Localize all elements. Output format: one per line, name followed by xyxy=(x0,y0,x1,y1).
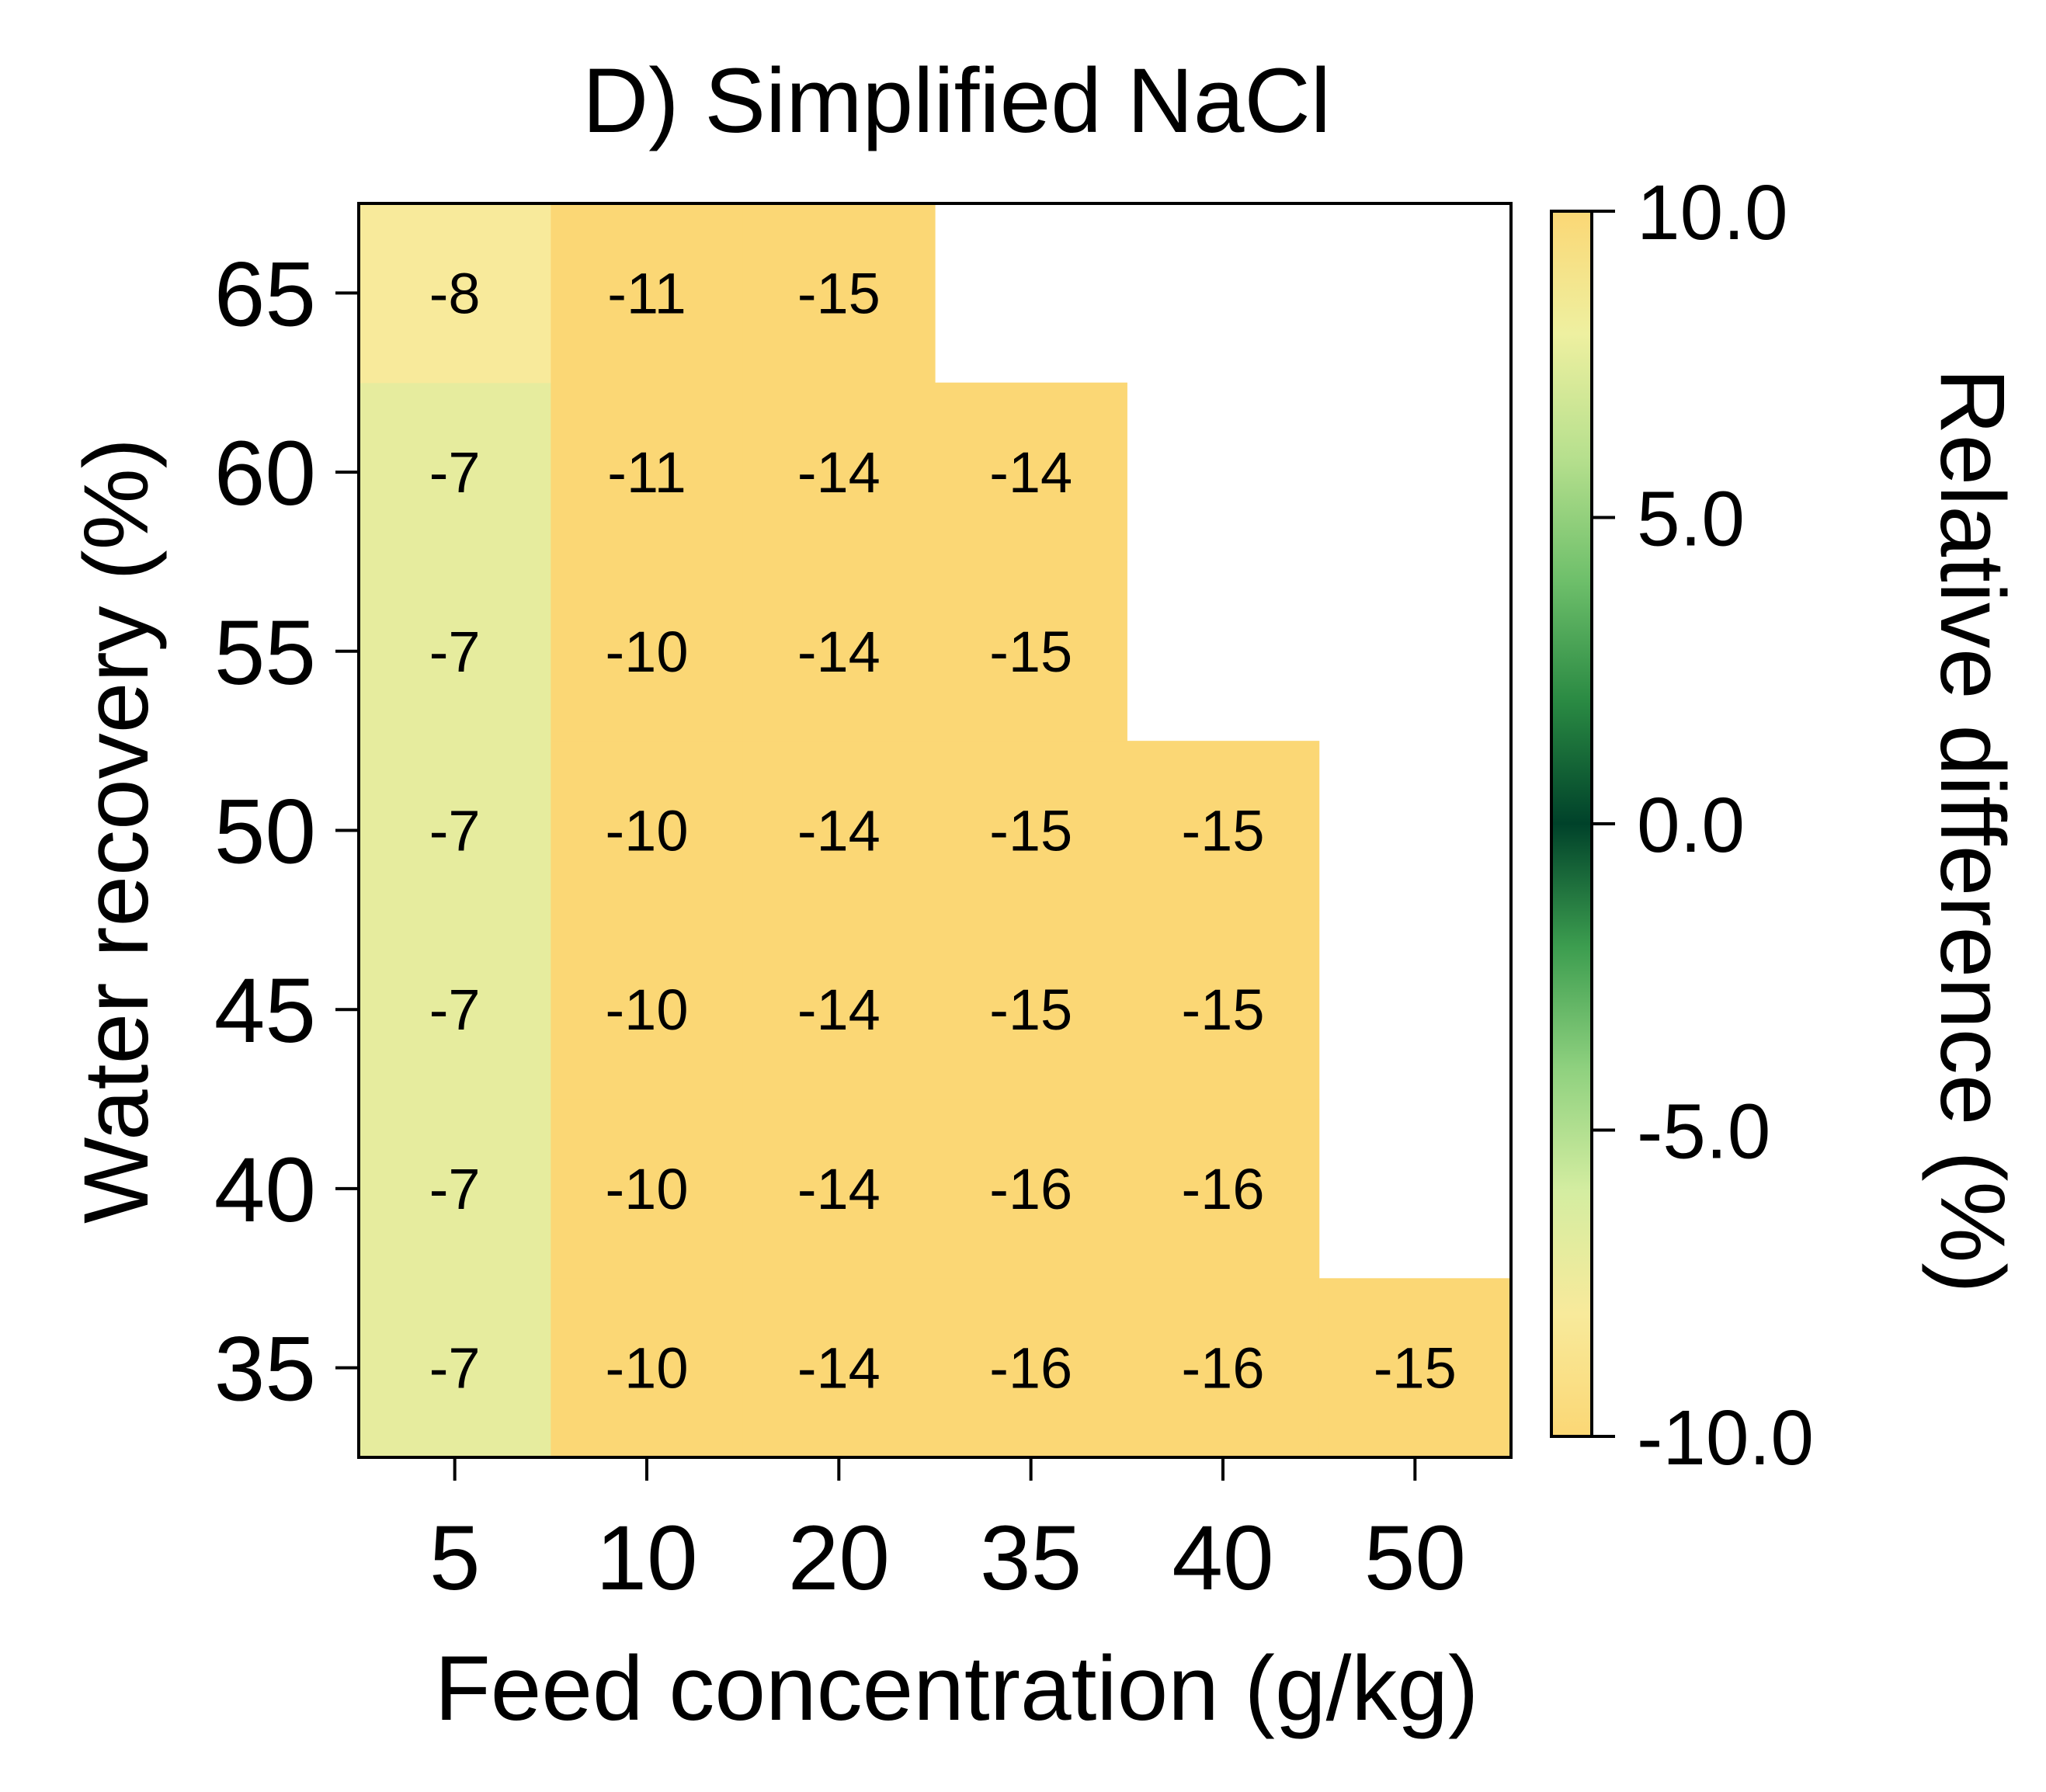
heatmap-cell xyxy=(551,203,744,384)
cell-value-label: -14 xyxy=(797,978,881,1042)
cell-value-label: -16 xyxy=(1182,1157,1265,1221)
cell-value-label: -16 xyxy=(1182,1336,1265,1401)
y-tick-label: 45 xyxy=(214,960,316,1062)
cell-value-label: -14 xyxy=(797,620,881,684)
cell-value-label: -16 xyxy=(989,1336,1072,1401)
heatmap-cell xyxy=(742,382,936,563)
cell-value-label: -15 xyxy=(989,799,1072,863)
x-tick-label: 35 xyxy=(980,1507,1082,1610)
cell-value-label: -7 xyxy=(429,1336,481,1401)
cell-value-label: -14 xyxy=(797,440,881,505)
cell-value-label: -7 xyxy=(429,1157,481,1221)
cell-value-label: -10 xyxy=(606,799,689,863)
heatmap-cell xyxy=(359,203,551,384)
y-tick-label: 50 xyxy=(214,781,316,884)
cell-value-label: -10 xyxy=(606,978,689,1042)
cell-value-label: -15 xyxy=(989,978,1072,1042)
heatmap-cell xyxy=(742,919,936,1100)
heatmap-cell-labels: -7 -10 -14 -16 -16 -15 -7 -10 -14 -16 -16 -7 -10 -14 -… xyxy=(429,261,1457,1400)
y-tick-label: 35 xyxy=(214,1318,316,1421)
cell-value-label: -8 xyxy=(429,261,481,325)
cell-value-label: -15 xyxy=(1182,978,1265,1042)
cell-value-label: -15 xyxy=(797,261,881,325)
heatmap-cell xyxy=(1127,1278,1320,1458)
heatmap-cell xyxy=(1127,741,1320,921)
heatmap-cell xyxy=(359,1099,551,1279)
cell-value-label: -16 xyxy=(989,1157,1072,1221)
y-tick-label: 55 xyxy=(214,602,316,704)
x-tick-label: 20 xyxy=(788,1507,890,1610)
heatmap-cell xyxy=(359,741,551,921)
heatmap-cell xyxy=(551,1278,744,1458)
heatmap-cell xyxy=(742,1278,936,1458)
x-axis-ticks: 5 10 20 35 40 50 xyxy=(429,1457,1466,1610)
heatmap-cell xyxy=(1127,919,1320,1100)
cell-value-label: -10 xyxy=(606,620,689,684)
heatmap-cell xyxy=(935,919,1127,1100)
heatmap-cell xyxy=(551,919,744,1100)
y-tick-label: 60 xyxy=(214,422,316,525)
colorbar-ticks: -10.0 -5.0 0.0 5.0 10.0 xyxy=(1592,169,1814,1481)
colorbar-tick-label: -10.0 xyxy=(1637,1394,1814,1481)
colorbar-tick-label: 5.0 xyxy=(1637,476,1745,563)
colorbar-tick-label: -5.0 xyxy=(1637,1089,1770,1176)
heatmap-cells xyxy=(359,203,1512,1458)
cell-value-label: -14 xyxy=(989,440,1072,505)
heatmap-cell xyxy=(935,1278,1127,1458)
heatmap-cell xyxy=(551,1099,744,1279)
x-tick-label: 5 xyxy=(429,1507,481,1610)
cell-value-label: -10 xyxy=(606,1336,689,1401)
heatmap-cell xyxy=(359,382,551,563)
heatmap-cell xyxy=(935,561,1127,741)
y-tick-label: 40 xyxy=(214,1139,316,1242)
heatmap-cell xyxy=(742,203,936,384)
heatmap-cell xyxy=(742,1099,936,1279)
chart-title: D) Simplified NaCl xyxy=(582,50,1331,152)
heatmap-cell xyxy=(551,741,744,921)
heatmap-cell xyxy=(359,919,551,1100)
y-axis-ticks: 35 40 45 50 55 60 65 xyxy=(214,243,359,1421)
heatmap-cell xyxy=(935,382,1127,563)
cell-value-label: -7 xyxy=(429,620,481,684)
cell-value-label: -7 xyxy=(429,440,481,505)
cell-value-label: -7 xyxy=(429,978,481,1042)
heatmap-cell xyxy=(359,561,551,741)
heatmap-cell xyxy=(1318,1278,1512,1458)
cell-value-label: -15 xyxy=(1374,1336,1457,1401)
heatmap-cell xyxy=(742,561,936,741)
heatmap-cell xyxy=(359,1278,551,1458)
heatmap-cell xyxy=(742,741,936,921)
heatmap-cell xyxy=(935,1099,1127,1279)
colorbar-tick-label: 10.0 xyxy=(1637,169,1788,256)
cell-value-label: -11 xyxy=(607,440,686,505)
y-tick-label: 65 xyxy=(214,243,316,346)
cell-value-label: -14 xyxy=(797,1336,881,1401)
cell-value-label: -15 xyxy=(1182,799,1265,863)
cell-value-label: -14 xyxy=(797,799,881,863)
colorbar xyxy=(1550,210,1593,1438)
x-tick-label: 10 xyxy=(596,1507,697,1610)
colorbar-label: Relative difference (%) xyxy=(1921,368,2023,1293)
heatmap-cell xyxy=(551,382,744,563)
cell-value-label: -10 xyxy=(606,1157,689,1221)
x-tick-label: 40 xyxy=(1172,1507,1273,1610)
x-axis-label: Feed concentration (g/kg) xyxy=(435,1637,1479,1740)
y-axis-label: Water recovery (%) xyxy=(65,438,168,1224)
heatmap-cell xyxy=(935,741,1127,921)
colorbar-tick-label: 0.0 xyxy=(1637,782,1745,869)
cell-value-label: -14 xyxy=(797,1157,881,1221)
cell-value-label: -7 xyxy=(429,799,481,863)
cell-value-label: -15 xyxy=(989,620,1072,684)
cell-value-label: -11 xyxy=(607,261,686,325)
heatmap-cell xyxy=(1127,1099,1320,1279)
x-tick-label: 50 xyxy=(1364,1507,1466,1610)
heatmap-cell xyxy=(551,561,744,741)
